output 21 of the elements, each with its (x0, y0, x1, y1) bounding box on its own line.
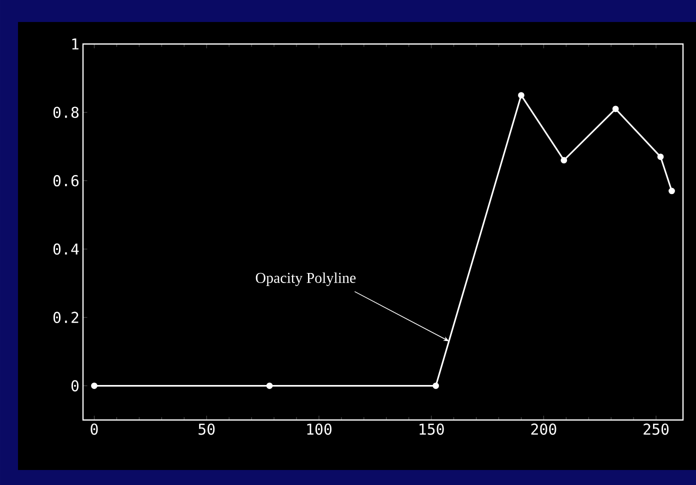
y-tick-label: 1 (72, 38, 78, 50)
point (91, 382, 98, 389)
point (612, 106, 619, 112)
y-tick-label: 0.8 (53, 106, 79, 118)
y-tick-label: 0.6 (53, 175, 79, 186)
x-tick-label: 250 (644, 424, 669, 435)
y-tick-label: 0.2 (53, 312, 78, 324)
annotation: Opacity Polyline (256, 272, 356, 286)
point (560, 157, 568, 164)
point (657, 154, 664, 160)
x-tick-label: 150 (420, 424, 444, 435)
point (518, 92, 524, 98)
x-tick-label: 50 (198, 424, 215, 435)
x-tick-label: 200 (531, 424, 556, 435)
x-tick-label: 0 (90, 424, 98, 435)
point (668, 188, 675, 194)
point (266, 382, 273, 389)
x-tick-label: 100 (307, 424, 332, 435)
point (432, 382, 440, 389)
y-tick-label: 0.4 (53, 243, 79, 255)
y-tick-label: 0 (71, 380, 79, 392)
